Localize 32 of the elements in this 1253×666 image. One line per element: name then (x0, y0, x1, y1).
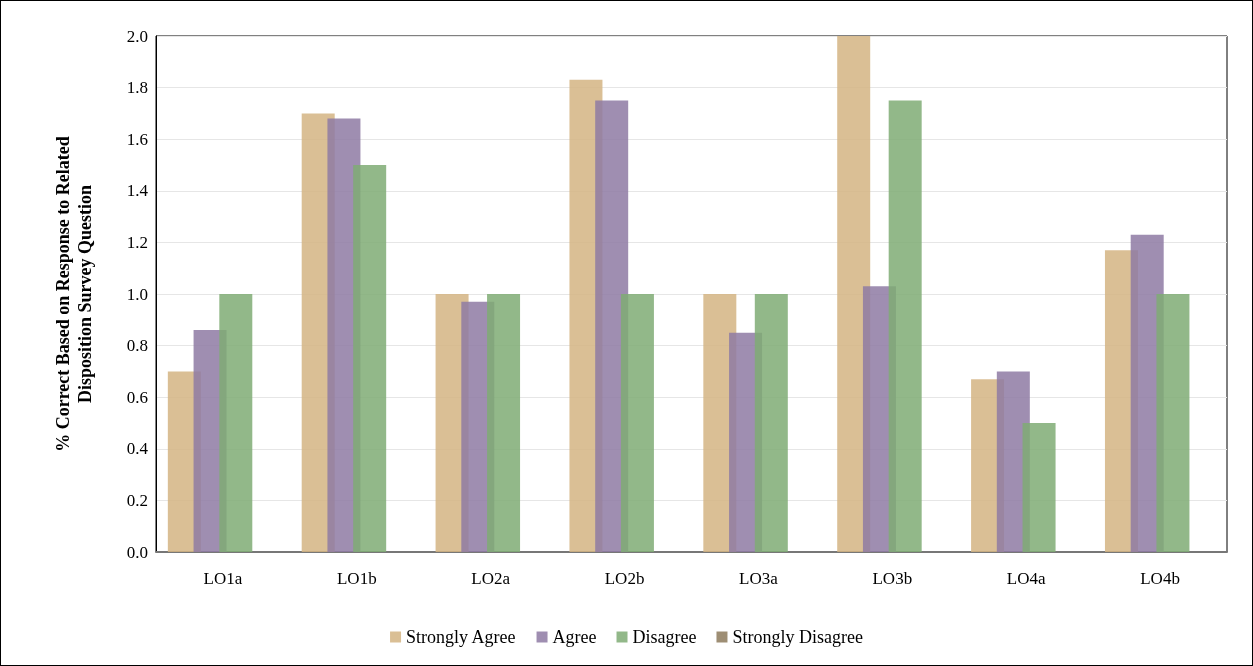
bar (1156, 294, 1190, 552)
y-tick-label: 0.0 (126, 542, 148, 562)
y-tick-label: 1.2 (126, 232, 148, 252)
legend-label: Agree (552, 627, 597, 647)
bar (487, 294, 521, 552)
y-tick-label: 0.4 (126, 439, 149, 459)
y-tick-label: 1.4 (126, 181, 149, 201)
y-axis-title: % Correct Based on Response to Related Disposition Survey Question (53, 136, 95, 452)
x-tick-label: LO3b (872, 569, 913, 588)
legend-label: Disagree (632, 627, 697, 647)
y-tick-label: 0.2 (126, 490, 148, 510)
bar (754, 294, 788, 552)
x-tick-label: LO4b (1140, 569, 1180, 588)
bar (1022, 423, 1056, 552)
x-tick-label: LO1a (203, 569, 243, 588)
x-tick-label: LO2a (471, 569, 511, 588)
y-tick-label: 1.0 (126, 284, 148, 304)
y-tick-label: 2.0 (126, 26, 148, 46)
bar (888, 100, 922, 552)
bar (620, 294, 654, 552)
x-tick-label: LO3a (739, 569, 779, 588)
y-tick-label: 0.8 (126, 336, 148, 356)
x-tick-label: LO4a (1006, 569, 1046, 588)
legend-label: Strongly Disagree (732, 627, 863, 647)
legend-label: Strongly Agree (406, 627, 516, 647)
bar (353, 165, 387, 552)
y-tick-label: 0.6 (126, 387, 148, 407)
y-tick-label: 1.6 (126, 129, 148, 149)
x-tick-label: LO2b (604, 569, 645, 588)
y-tick-label: 1.8 (126, 78, 148, 98)
bar (219, 294, 253, 552)
x-tick-label: LO1b (336, 569, 377, 588)
